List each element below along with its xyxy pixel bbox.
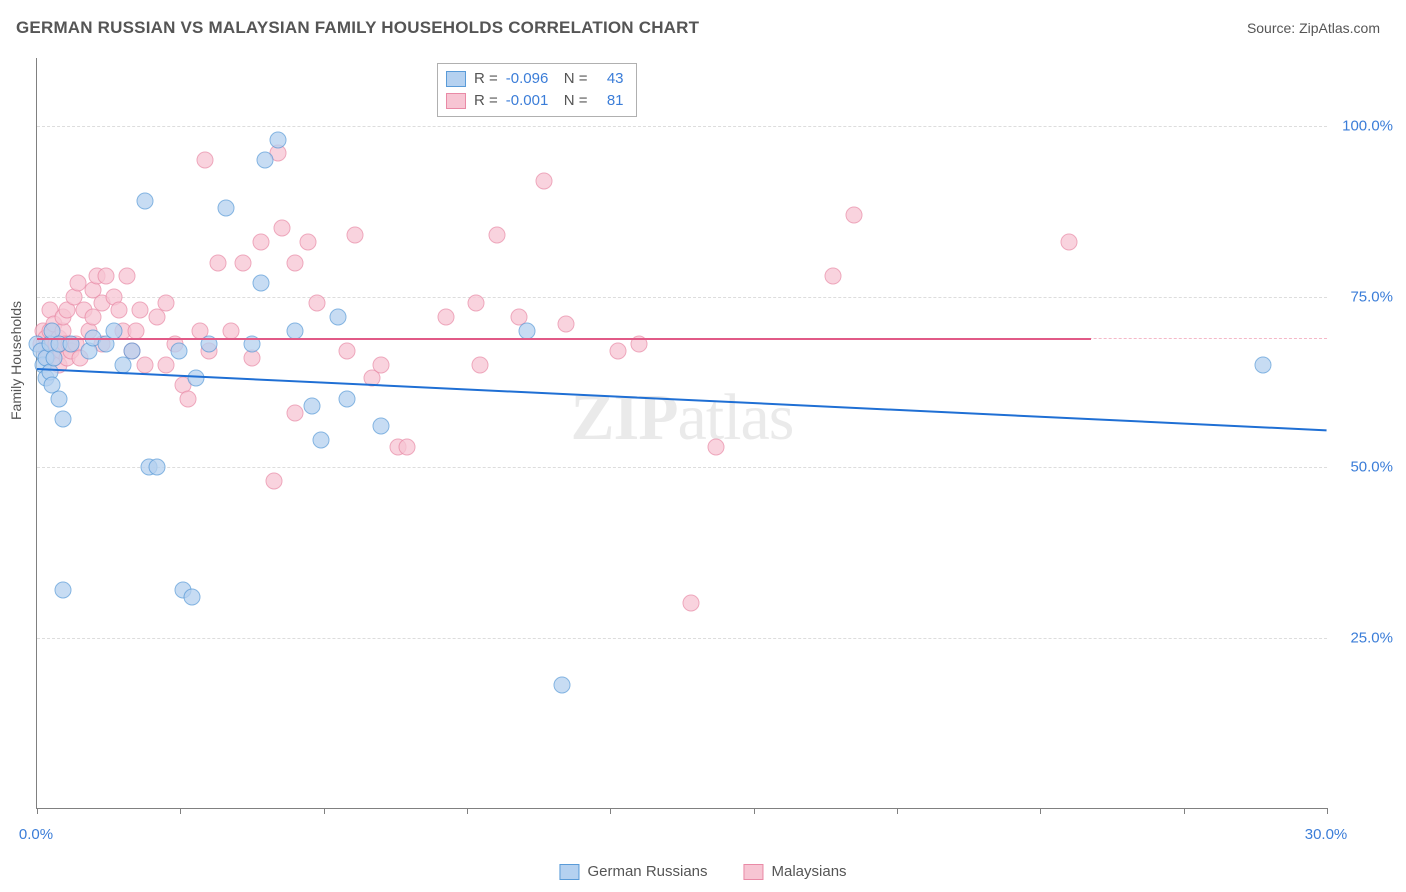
data-point [1061, 234, 1078, 251]
data-point [708, 438, 725, 455]
trend-line [37, 338, 1091, 340]
stats-row-series-a: R = -0.096 N = 43 [446, 68, 624, 90]
data-point [218, 200, 235, 217]
y-tick-label: 25.0% [1350, 629, 1393, 646]
legend-item-series-b: Malaysians [744, 863, 847, 880]
data-point [338, 343, 355, 360]
x-tick [1040, 808, 1041, 814]
swatch-series-b [744, 864, 764, 880]
data-point [338, 390, 355, 407]
gridline [37, 297, 1327, 298]
x-tick [324, 808, 325, 814]
data-point [553, 677, 570, 694]
x-tick-label: 0.0% [19, 826, 53, 843]
data-point [136, 356, 153, 373]
y-axis-label: Family Households [8, 301, 24, 420]
data-point [158, 356, 175, 373]
data-point [158, 295, 175, 312]
data-point [682, 595, 699, 612]
data-point [373, 356, 390, 373]
data-point [123, 343, 140, 360]
data-point [149, 459, 166, 476]
x-tick [180, 808, 181, 814]
data-point [373, 418, 390, 435]
data-point [183, 588, 200, 605]
data-point [489, 227, 506, 244]
data-point [609, 343, 626, 360]
legend-item-series-a: German Russians [559, 863, 707, 880]
x-tick [1327, 808, 1328, 814]
chart-title: GERMAN RUSSIAN VS MALAYSIAN FAMILY HOUSE… [16, 18, 699, 38]
data-point [269, 131, 286, 148]
x-tick-label: 30.0% [1305, 826, 1348, 843]
y-tick-label: 100.0% [1342, 118, 1393, 135]
watermark: ZIPatlas [571, 380, 794, 456]
swatch-series-b [446, 93, 466, 109]
data-point [209, 254, 226, 271]
data-point [196, 152, 213, 169]
data-point [398, 438, 415, 455]
source-attribution: Source: ZipAtlas.com [1247, 20, 1380, 36]
data-point [119, 268, 136, 285]
data-point [265, 472, 282, 489]
data-point [188, 370, 205, 387]
stats-row-series-b: R = -0.001 N = 81 [446, 90, 624, 112]
data-point [299, 234, 316, 251]
x-tick [37, 808, 38, 814]
data-point [287, 254, 304, 271]
data-point [252, 275, 269, 292]
y-tick-label: 75.0% [1350, 288, 1393, 305]
data-point [471, 356, 488, 373]
data-point [824, 268, 841, 285]
data-point [536, 172, 553, 189]
trend-line [37, 368, 1327, 431]
x-tick [754, 808, 755, 814]
gridline [37, 638, 1327, 639]
scatter-chart: ZIPatlas R = -0.096 N = 43 R = -0.001 N … [36, 58, 1327, 809]
x-tick [467, 808, 468, 814]
data-point [304, 397, 321, 414]
x-tick [897, 808, 898, 814]
correlation-stats-box: R = -0.096 N = 43 R = -0.001 N = 81 [437, 63, 637, 117]
data-point [54, 411, 71, 428]
x-tick [610, 808, 611, 814]
data-point [132, 302, 149, 319]
data-point [170, 343, 187, 360]
data-point [312, 431, 329, 448]
data-point [97, 268, 114, 285]
swatch-series-a [446, 71, 466, 87]
data-point [557, 315, 574, 332]
data-point [1254, 356, 1271, 373]
data-point [347, 227, 364, 244]
data-point [437, 309, 454, 326]
y-tick-label: 50.0% [1350, 459, 1393, 476]
data-point [467, 295, 484, 312]
data-point [179, 390, 196, 407]
data-point [54, 581, 71, 598]
data-point [136, 193, 153, 210]
data-point [252, 234, 269, 251]
data-point [308, 295, 325, 312]
legend: German Russians Malaysians [559, 863, 846, 880]
data-point [330, 309, 347, 326]
data-point [256, 152, 273, 169]
data-point [50, 390, 67, 407]
swatch-series-a [559, 864, 579, 880]
data-point [235, 254, 252, 271]
x-tick [1184, 808, 1185, 814]
data-point [846, 206, 863, 223]
data-point [110, 302, 127, 319]
gridline [37, 126, 1327, 127]
data-point [274, 220, 291, 237]
data-point [287, 404, 304, 421]
gridline [37, 467, 1327, 468]
